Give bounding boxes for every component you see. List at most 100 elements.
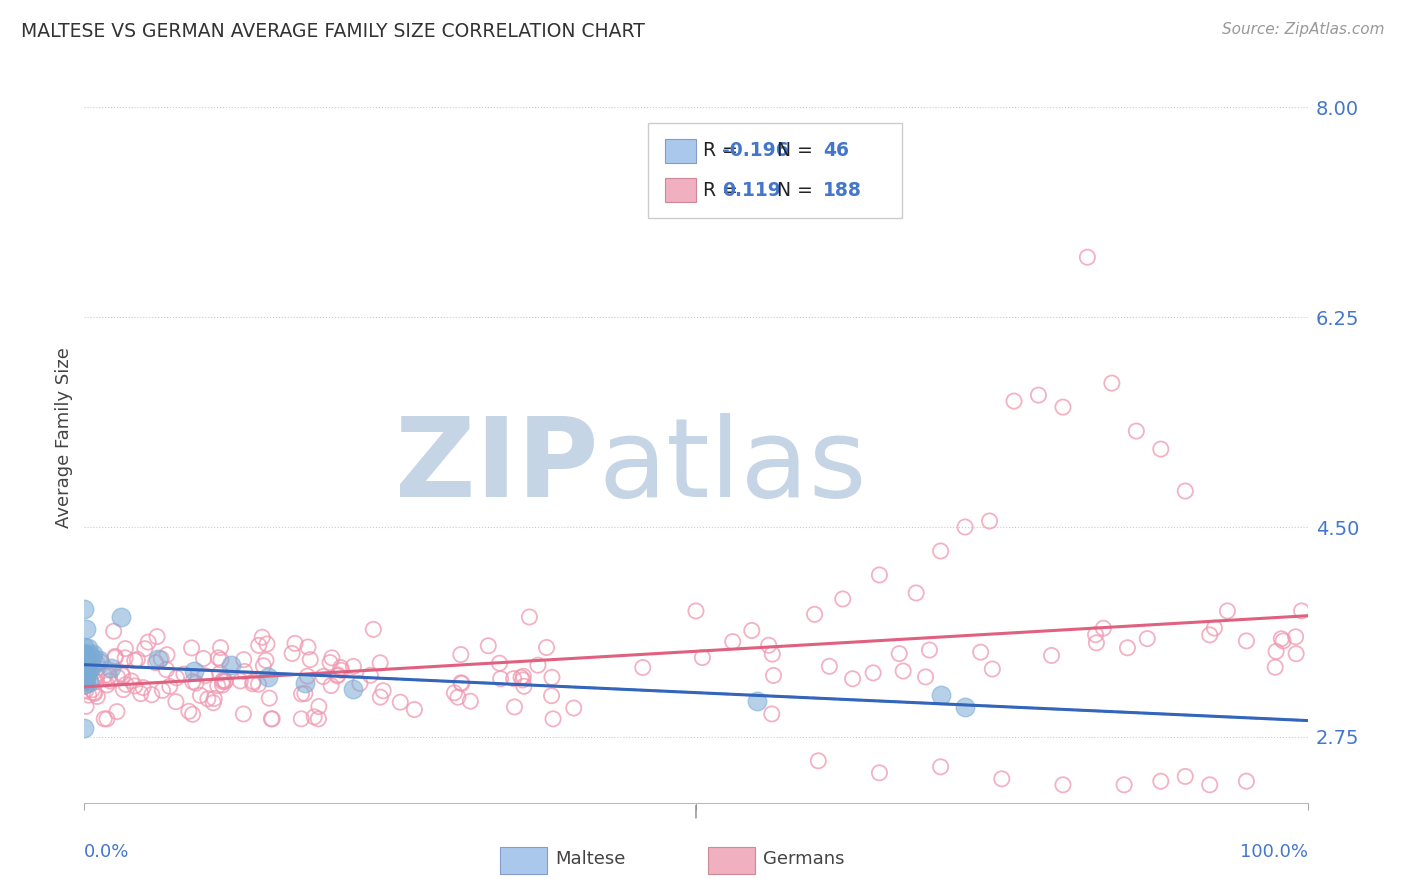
Point: [1236, 774, 1258, 789]
Point: [302, 710, 325, 724]
Point: [127, 652, 149, 666]
Point: [181, 674, 204, 689]
Point: [84, 674, 107, 689]
Point: [541, 670, 564, 684]
Point: [190, 689, 212, 703]
Y-axis label: Average Family Size: Average Family Size: [55, 347, 73, 527]
Text: Source: ZipAtlas.com: Source: ZipAtlas.com: [1222, 22, 1385, 37]
Point: [96, 678, 118, 692]
Point: [93, 712, 115, 726]
Point: [202, 691, 225, 706]
Point: [969, 645, 991, 659]
Point: [180, 640, 202, 655]
Point: [76, 650, 98, 665]
Point: [862, 665, 884, 680]
Point: [76, 641, 98, 656]
Point: [75, 671, 97, 685]
Point: [502, 672, 524, 686]
Point: [115, 677, 138, 691]
Point: [260, 712, 283, 726]
Point: [818, 659, 841, 673]
Point: [202, 696, 225, 710]
Point: [73, 640, 96, 654]
Point: [177, 704, 200, 718]
Point: [330, 664, 353, 678]
Point: [297, 640, 319, 654]
Text: ZIP: ZIP: [395, 413, 598, 520]
Point: [93, 668, 115, 682]
Point: [321, 650, 343, 665]
Text: N =: N =: [778, 181, 820, 200]
Point: [1052, 778, 1074, 792]
Point: [77, 688, 100, 702]
Point: [146, 630, 169, 644]
Point: [209, 666, 232, 681]
Point: [1150, 442, 1173, 456]
Point: [692, 650, 714, 665]
Point: [803, 607, 825, 622]
Point: [73, 663, 96, 677]
Point: [90, 655, 112, 669]
Point: [211, 678, 233, 692]
Point: [363, 623, 385, 637]
Point: [120, 673, 142, 688]
Point: [290, 687, 312, 701]
Point: [80, 675, 103, 690]
Point: [73, 601, 96, 615]
Point: [146, 652, 169, 666]
Point: [256, 637, 278, 651]
Point: [165, 695, 187, 709]
Text: Maltese: Maltese: [555, 850, 626, 868]
Point: [124, 679, 146, 693]
Point: [319, 679, 342, 693]
Point: [889, 647, 911, 661]
Point: [252, 630, 274, 644]
Point: [86, 690, 108, 704]
Point: [110, 610, 132, 624]
Point: [741, 624, 763, 638]
Point: [75, 673, 97, 687]
Point: [141, 688, 163, 702]
Point: [73, 673, 96, 687]
Point: [929, 760, 952, 774]
Point: [156, 648, 179, 662]
Point: [1125, 424, 1147, 438]
Point: [98, 669, 121, 683]
Point: [104, 650, 127, 665]
Point: [1174, 769, 1197, 783]
Point: [173, 667, 195, 681]
Point: [831, 591, 853, 606]
Point: [762, 668, 785, 682]
Point: [761, 647, 783, 661]
Bar: [709, 847, 755, 874]
Point: [73, 673, 96, 687]
Point: [75, 663, 97, 677]
Point: [259, 691, 281, 706]
Point: [75, 657, 97, 672]
Point: [247, 677, 270, 691]
Point: [308, 699, 330, 714]
Point: [183, 664, 205, 678]
Point: [129, 687, 152, 701]
Point: [562, 701, 585, 715]
Text: 46: 46: [823, 141, 849, 161]
Text: N =: N =: [778, 141, 820, 161]
Point: [1291, 604, 1313, 618]
Point: [389, 695, 412, 709]
Point: [488, 657, 510, 671]
Point: [214, 674, 236, 689]
Point: [212, 673, 235, 688]
Point: [76, 622, 98, 636]
Point: [747, 694, 769, 708]
Point: [905, 586, 928, 600]
Point: [443, 686, 465, 700]
Point: [76, 661, 98, 675]
Point: [124, 654, 146, 668]
Point: [540, 689, 562, 703]
Point: [1085, 636, 1108, 650]
Point: [105, 705, 128, 719]
Point: [100, 660, 122, 674]
Text: 0.119: 0.119: [723, 181, 782, 200]
Point: [86, 670, 108, 684]
Point: [75, 680, 97, 694]
